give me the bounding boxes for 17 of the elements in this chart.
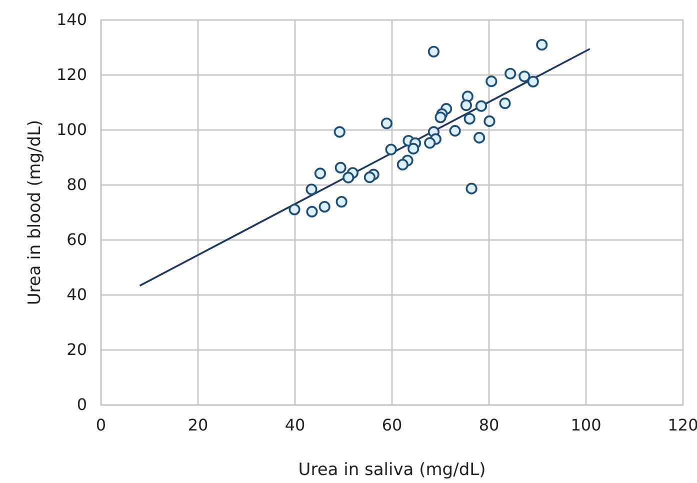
x-tick-label: 0: [96, 415, 106, 434]
y-tick-label: 80: [66, 175, 87, 194]
y-tick-label: 40: [66, 285, 87, 304]
y-tick-label: 20: [66, 340, 87, 360]
x-tick-label: 120: [668, 415, 697, 434]
y-axis-title: Urea in blood (mg/dL): [25, 120, 45, 306]
y-tick-label: 0: [76, 395, 87, 414]
x-axis-title: Urea in saliva (mg/dL): [298, 460, 486, 480]
y-tick-label: 140: [56, 10, 87, 30]
y-tick-label: 60: [66, 230, 87, 250]
y-tick-label: 100: [56, 120, 87, 140]
x-tick-label: 60: [382, 415, 402, 434]
y-tick-label: 120: [56, 65, 87, 84]
x-tick-label: 100: [570, 415, 602, 434]
x-tick-label: 20: [188, 415, 208, 434]
x-tick-label: 40: [284, 415, 306, 434]
x-tick-label: 80: [478, 415, 500, 434]
